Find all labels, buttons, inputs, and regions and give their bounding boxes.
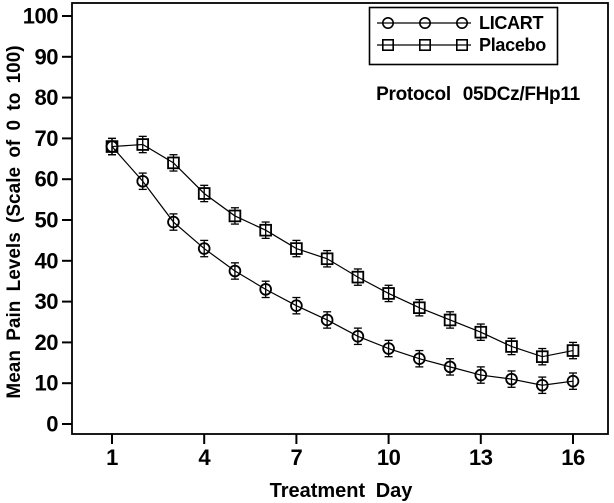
x-tick-label: 16 <box>561 445 585 470</box>
data-point-placebo-square <box>290 242 303 255</box>
legend-square-icon <box>418 38 431 51</box>
series-placebo <box>105 135 580 366</box>
data-point-licart-circle <box>382 342 395 355</box>
data-point-licart-circle <box>290 299 303 312</box>
x-axis-label: Treatment Day <box>270 480 414 502</box>
legend-circle-icon <box>455 16 468 29</box>
y-tick-label: 50 <box>35 208 59 233</box>
data-point-placebo-square <box>351 270 365 284</box>
plot-frame <box>71 2 609 435</box>
series-licart <box>105 137 580 395</box>
legend-label-licart: LICART <box>479 13 543 33</box>
data-point-placebo-square <box>136 138 150 151</box>
data-point-licart-circle <box>474 368 488 382</box>
y-tick-label: 80 <box>35 85 59 110</box>
data-point-licart-circle <box>413 352 426 366</box>
y-tick-label: 10 <box>35 371 59 396</box>
legend: LICART Placebo <box>368 6 559 66</box>
x-tick-label: 10 <box>377 445 401 470</box>
data-point-placebo-square <box>197 187 211 200</box>
data-point-licart-circle <box>228 264 242 278</box>
data-point-placebo-square <box>320 252 334 266</box>
x-tick-label: 7 <box>291 445 303 470</box>
data-point-licart-circle <box>566 374 580 388</box>
legend-sample-placebo <box>377 38 471 51</box>
y-tick-label: 20 <box>35 330 59 355</box>
y-tick-label: 90 <box>35 44 59 69</box>
data-point-placebo-square <box>566 344 580 357</box>
data-point-placebo-square <box>382 287 395 300</box>
series-line-licart <box>111 146 574 386</box>
legend-box <box>368 6 559 66</box>
data-point-licart-circle <box>167 215 180 229</box>
data-point-placebo-square <box>259 223 272 237</box>
y-tick-label: 100 <box>23 4 58 29</box>
data-point-licart-circle <box>443 360 457 374</box>
data-point-licart-circle <box>535 378 549 392</box>
axes: 0 10 20 30 40 50 60 70 80 90 100 1 4 7 10 13 16 <box>23 2 609 470</box>
data-point-licart-circle <box>320 313 334 327</box>
y-tick-label: 70 <box>35 126 59 151</box>
data-point-licart-circle <box>259 283 272 296</box>
data-point-placebo-square <box>105 140 119 153</box>
legend-square-icon <box>455 38 468 51</box>
data-point-placebo-square <box>443 313 457 327</box>
data-point-placebo-square <box>535 350 549 363</box>
data-point-placebo-square <box>228 209 242 223</box>
legend-square-icon <box>381 38 394 51</box>
data-point-licart-circle <box>197 242 211 255</box>
legend-markers <box>377 16 471 51</box>
legend-circle-icon <box>418 16 431 29</box>
y-tick-label: 40 <box>35 248 59 273</box>
y-tick-label: 0 <box>46 412 58 437</box>
y-axis-label: Mean Pain Levels (Scale of 0 to 100) <box>4 45 25 398</box>
x-tick-label: 4 <box>198 445 211 470</box>
x-tick-label: 1 <box>106 445 118 470</box>
y-tick-label: 60 <box>35 167 59 192</box>
data-point-licart-circle <box>136 174 150 188</box>
data-point-placebo-square <box>413 301 426 315</box>
legend-circle-icon <box>381 16 394 29</box>
y-tick-label: 30 <box>35 289 59 314</box>
x-tick-label: 13 <box>469 445 493 470</box>
data-point-placebo-square <box>474 325 488 339</box>
legend-label-placebo: Placebo <box>479 35 546 55</box>
data-point-placebo-square <box>167 156 180 170</box>
plot-series <box>105 135 580 395</box>
legend-sample-licart <box>377 16 471 29</box>
data-point-licart-circle <box>505 372 518 386</box>
protocol-annotation: Protocol 05DCz/FHp11 <box>376 84 580 105</box>
series-line-placebo <box>111 143 574 358</box>
data-point-licart-circle <box>351 329 365 343</box>
data-point-placebo-square <box>505 340 518 353</box>
